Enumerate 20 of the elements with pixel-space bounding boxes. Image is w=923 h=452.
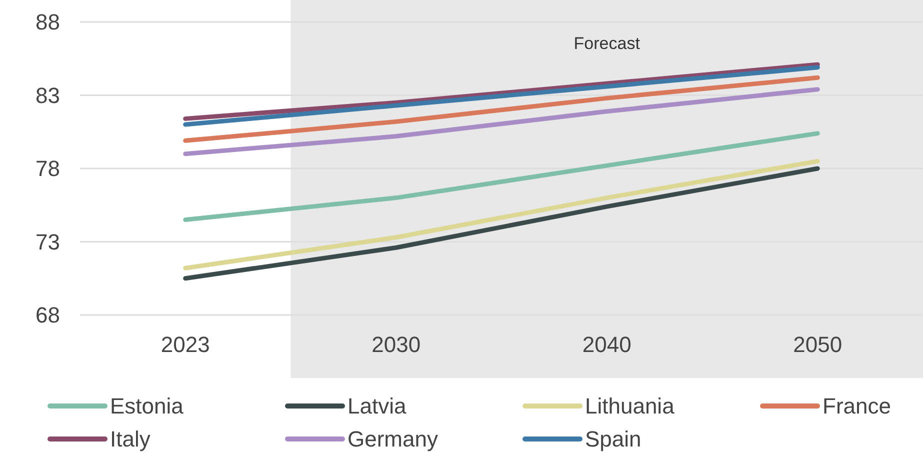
legend-label: Germany <box>348 426 438 452</box>
y-tick-label: 73 <box>36 229 60 254</box>
legend-label: Latvia <box>348 394 407 419</box>
legend-label: France <box>822 394 891 419</box>
y-tick-label: 68 <box>36 302 60 328</box>
x-tick-label: 2023 <box>160 332 210 357</box>
legend-label: Spain <box>585 426 642 452</box>
x-tick-label: 2050 <box>793 332 842 357</box>
line-series <box>183 131 820 222</box>
band-label: Forecast <box>574 34 640 53</box>
legend-label: Lithuania <box>585 394 676 419</box>
legend-label: Italy <box>110 426 150 452</box>
x-tick-label: 2040 <box>582 332 632 357</box>
legend-label: Estonia <box>110 394 184 419</box>
y-tick-label: 83 <box>36 82 60 108</box>
line-series <box>183 75 820 143</box>
line-series <box>183 87 820 156</box>
y-tick-label: 88 <box>36 10 60 35</box>
x-tick-label: 2030 <box>372 332 421 357</box>
y-tick-label: 78 <box>36 156 60 182</box>
